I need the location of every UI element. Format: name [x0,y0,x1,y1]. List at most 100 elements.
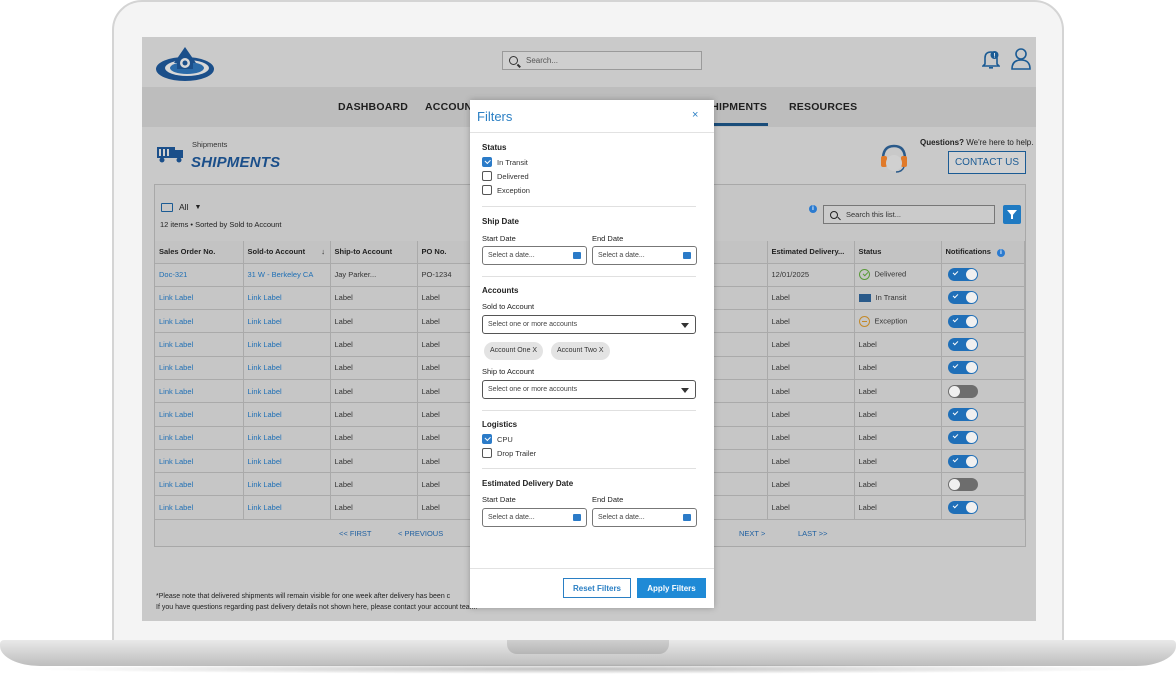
status-heading: Status [482,143,507,152]
notifications-cell [941,309,1025,334]
col-eta[interactable]: Estimated Delivery... [767,241,855,264]
sales-order-link[interactable]: Link Label [155,495,244,520]
account-chip-1[interactable]: Account One X [484,342,544,360]
sold-to-link[interactable]: Link Label [243,402,331,427]
ship-to-select[interactable]: Select one or more accounts [482,380,696,399]
sold-to-link[interactable]: Link Label [243,495,331,520]
sold-to-link[interactable]: Link Label [243,379,331,404]
exception-icon [858,315,870,327]
sales-order-link[interactable]: Link Label [155,472,244,497]
divider [470,132,714,133]
pager-first[interactable]: << FIRST [339,529,372,538]
logistics-cpu-checkbox[interactable] [482,434,492,444]
check-icon [952,293,958,299]
apply-filters-button[interactable]: Apply Filters [637,578,706,598]
col-ship-to[interactable]: Ship-to Account [330,241,418,264]
ship-date-heading: Ship Date [482,217,519,226]
sold-to-link[interactable]: Link Label [243,449,331,474]
notification-toggle[interactable] [947,407,978,421]
sold-to-link[interactable]: Link Label [243,472,331,497]
status-exception-checkbox[interactable] [482,185,492,195]
sold-to-link[interactable]: Link Label [243,332,331,357]
ship-end-placeholder: Select a date... [598,252,645,259]
eta-cell: Label [767,495,855,520]
logistics-heading: Logistics [482,420,518,429]
pager-next[interactable]: NEXT > [739,529,766,538]
status-delivered-label: Delivered [497,172,529,181]
list-search-placeholder: Search this list... [846,210,902,219]
notification-toggle[interactable] [947,454,978,468]
divider [482,206,696,207]
ship-to-cell: Jay Parker... [330,263,418,287]
nav-resources[interactable]: RESOURCES [789,101,858,113]
notification-toggle[interactable] [947,501,978,515]
list-search-input[interactable]: Search this list... [823,205,995,224]
eta-end-date-input[interactable]: Select a date... [592,508,697,527]
sales-order-link[interactable]: Doc-321 [155,263,244,287]
nav-shipments[interactable]: SHIPMENTS [704,101,768,113]
breadcrumb[interactable]: Shipments [192,140,228,149]
pager-last[interactable]: LAST >> [798,529,828,538]
close-icon[interactable]: × [692,109,699,121]
sales-order-link[interactable]: Link Label [155,449,244,474]
col-sold-to[interactable]: Sold-to Account ↓ [243,241,331,264]
sales-order-link[interactable]: Link Label [155,426,244,450]
sales-order-link[interactable]: Link Label [155,332,244,357]
company-logo[interactable] [154,41,216,83]
sold-to-link[interactable]: 31 W - Berkeley CA [243,263,331,287]
notification-toggle[interactable] [947,431,978,445]
notifications-cell [941,472,1025,497]
pager-previous[interactable]: < PREVIOUS [398,529,444,538]
ship-to-cell: Label [330,286,418,311]
notification-toggle[interactable] [947,361,978,375]
ship-to-cell: Label [330,379,418,404]
global-search-input[interactable]: Search... [502,51,702,70]
notification-toggle[interactable] [947,338,978,352]
status-cell: Label [854,356,942,380]
sales-order-link[interactable]: Link Label [155,402,244,427]
filter-button[interactable] [1003,205,1021,224]
ship-start-date-input[interactable]: Select a date... [482,246,587,265]
notification-toggle[interactable] [947,477,978,491]
logistics-drop-trailer-checkbox[interactable] [482,448,492,458]
sold-to-link[interactable]: Link Label [243,426,331,450]
divider [482,468,696,469]
ship-to-cell: Label [330,309,418,334]
check-icon [952,409,958,416]
col-status[interactable]: Status [854,241,942,264]
notification-toggle[interactable] [947,291,978,305]
col-notifications[interactable]: Notifications i [941,241,1025,264]
sold-to-link[interactable]: Link Label [243,356,331,380]
eta-cell: Label [767,356,855,380]
eta-start-date-input[interactable]: Select a date... [482,508,587,527]
view-filter-label: All [179,202,189,212]
status-cell: Label [854,495,942,520]
status-cell: Delivered [854,263,942,287]
col-sales-order[interactable]: Sales Order No. [155,241,244,264]
notification-toggle[interactable] [947,314,978,328]
status-in-transit-checkbox[interactable] [482,157,492,167]
sold-to-select[interactable]: Select one or more accounts [482,315,696,334]
ship-end-date-input[interactable]: Select a date... [592,246,697,265]
col-sold-to-label: Sold-to Account [247,247,306,257]
status-exception-label: Exception [497,186,530,195]
sales-order-link[interactable]: Link Label [155,379,244,404]
notification-toggle[interactable] [947,384,978,398]
footnote: *Please note that delivered shipments wi… [156,591,477,613]
view-filter-dropdown[interactable]: All ▼ [161,202,201,212]
info-icon[interactable]: i [809,205,817,213]
contact-us-button[interactable]: CONTACT US [948,151,1026,174]
sales-order-link[interactable]: Link Label [155,309,244,334]
divider [482,410,696,411]
user-profile-icon[interactable] [1011,48,1031,70]
account-chip-2[interactable]: Account Two X [551,342,610,360]
reset-filters-button[interactable]: Reset Filters [563,578,631,598]
sold-to-link[interactable]: Link Label [243,309,331,334]
sales-order-link[interactable]: Link Label [155,356,244,380]
sales-order-link[interactable]: Link Label [155,286,244,311]
notification-bell-icon[interactable]: ! [982,49,1000,69]
nav-dashboard[interactable]: DASHBOARD [338,101,409,113]
sold-to-link[interactable]: Link Label [243,286,331,311]
notification-toggle[interactable] [947,268,978,282]
status-delivered-checkbox[interactable] [482,171,492,181]
